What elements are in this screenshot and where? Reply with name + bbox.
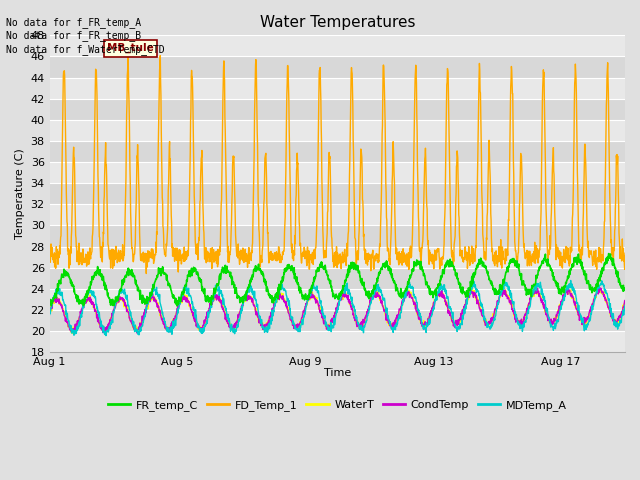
- Line: FR_temp_C: FR_temp_C: [50, 253, 625, 306]
- CondTemp: [302, 303, 310, 309]
- Bar: [50, 120, 625, 141]
- Legend: FR_temp_C, FD_Temp_1, WaterT, CondTemp, MDTemp_A: FR_temp_C, FD_Temp_1, WaterT, CondTemp, …: [104, 396, 571, 416]
- Bar: [50, 331, 625, 352]
- Title: Water Temperatures: Water Temperatures: [260, 15, 415, 30]
- WaterT: [621, 302, 629, 308]
- FD_Temp_1: [416, 245, 424, 251]
- CondTemp: [352, 317, 360, 323]
- Line: WaterT: WaterT: [50, 288, 625, 334]
- Bar: [50, 141, 625, 162]
- Bar: [50, 310, 625, 331]
- MDTemp_A: [102, 333, 110, 338]
- FD_Temp_1: [303, 259, 310, 265]
- Text: No data for f_FR_temp_B: No data for f_FR_temp_B: [6, 30, 141, 41]
- FD_Temp_1: [621, 251, 629, 256]
- X-axis label: Time: Time: [324, 368, 351, 378]
- FD_Temp_1: [80, 255, 88, 261]
- WaterT: [352, 317, 360, 323]
- MDTemp_A: [46, 312, 54, 317]
- MDTemp_A: [416, 310, 424, 316]
- WaterT: [46, 308, 54, 314]
- WaterT: [416, 314, 424, 320]
- Y-axis label: Temperature (C): Temperature (C): [15, 148, 25, 239]
- FR_temp_C: [173, 303, 180, 309]
- MDTemp_A: [542, 305, 550, 311]
- Bar: [50, 36, 625, 57]
- FR_temp_C: [302, 296, 310, 301]
- Bar: [50, 204, 625, 226]
- Bar: [50, 162, 625, 183]
- FD_Temp_1: [543, 216, 550, 221]
- Bar: [50, 289, 625, 310]
- MDTemp_A: [567, 277, 575, 283]
- FR_temp_C: [46, 298, 54, 304]
- FR_temp_C: [80, 302, 88, 308]
- FR_temp_C: [542, 259, 550, 265]
- CondTemp: [293, 327, 301, 333]
- MDTemp_A: [293, 326, 301, 332]
- Text: No data for f_FR_temp_A: No data for f_FR_temp_A: [6, 17, 141, 28]
- Bar: [50, 57, 625, 78]
- CondTemp: [416, 317, 424, 323]
- FD_Temp_1: [293, 150, 301, 156]
- Bar: [50, 78, 625, 99]
- Bar: [50, 247, 625, 268]
- WaterT: [293, 326, 301, 332]
- FD_Temp_1: [353, 260, 360, 266]
- FD_Temp_1: [143, 271, 150, 276]
- MDTemp_A: [80, 305, 88, 311]
- Bar: [50, 268, 625, 289]
- CondTemp: [133, 330, 141, 336]
- CondTemp: [621, 298, 629, 303]
- WaterT: [80, 301, 88, 307]
- Line: FD_Temp_1: FD_Temp_1: [50, 56, 625, 274]
- FR_temp_C: [416, 260, 424, 265]
- Line: MDTemp_A: MDTemp_A: [50, 280, 625, 336]
- Text: MB_tule: MB_tule: [108, 43, 154, 53]
- CondTemp: [594, 284, 602, 289]
- Bar: [50, 226, 625, 247]
- WaterT: [562, 285, 570, 291]
- Bar: [50, 99, 625, 120]
- FR_temp_C: [621, 287, 629, 293]
- CondTemp: [46, 308, 54, 314]
- Line: CondTemp: CondTemp: [50, 287, 625, 333]
- WaterT: [68, 331, 76, 336]
- MDTemp_A: [352, 312, 360, 318]
- FD_Temp_1: [156, 53, 164, 59]
- WaterT: [542, 310, 550, 315]
- FR_temp_C: [605, 251, 612, 256]
- MDTemp_A: [621, 302, 629, 308]
- FR_temp_C: [293, 274, 301, 280]
- WaterT: [302, 304, 310, 310]
- CondTemp: [80, 305, 88, 311]
- CondTemp: [542, 312, 550, 318]
- Text: No data for f_WaterTemp_CTD: No data for f_WaterTemp_CTD: [6, 44, 165, 55]
- FR_temp_C: [352, 267, 360, 273]
- FD_Temp_1: [46, 252, 54, 257]
- Bar: [50, 183, 625, 204]
- MDTemp_A: [302, 302, 310, 308]
